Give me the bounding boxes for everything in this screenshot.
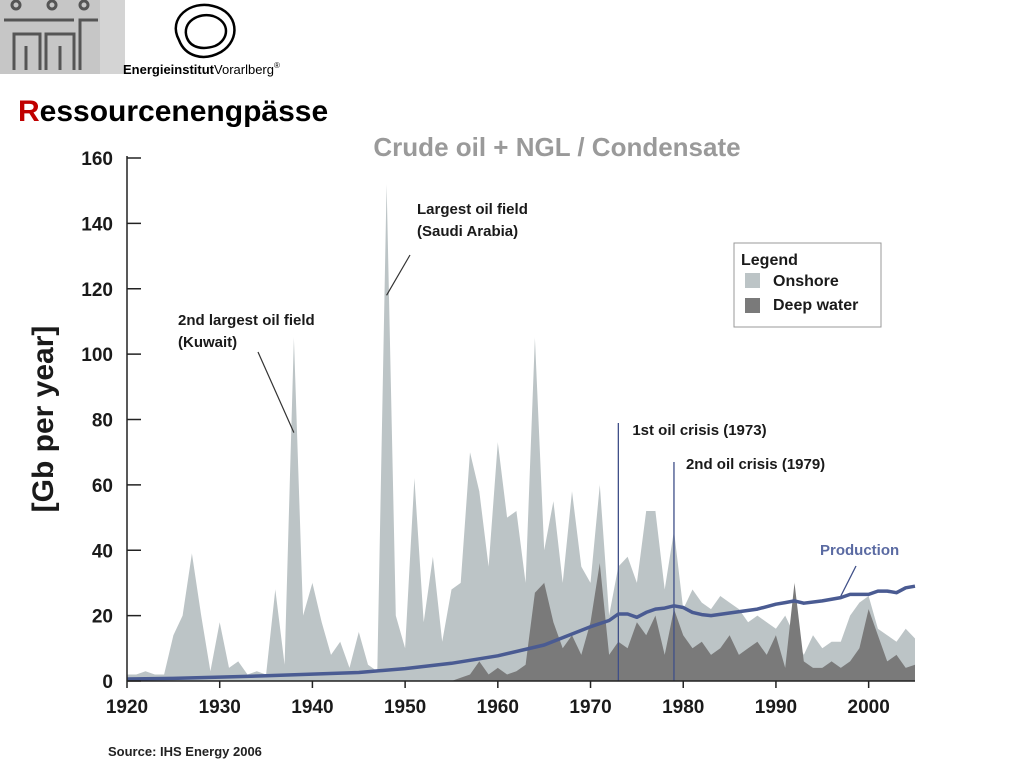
energieinstitut-logo-icon [174,3,236,59]
annotation-production: Production [820,542,899,559]
y-tick-label: 40 [92,541,113,562]
annotation-first-crisis: 1st oil crisis (1973) [632,422,766,439]
x-tick-label: 1960 [477,697,519,718]
trademark-symbol: ® [274,61,280,70]
legend-label-onshore: Onshore [773,273,839,290]
x-tick-label: 1950 [384,697,426,718]
y-tick-label: 100 [81,345,113,366]
legend-label-deep-water: Deep water [773,297,858,314]
institute-name-regular: Vorarlberg [214,62,274,77]
chart-title: Crude oil + NGL / Condensate [373,132,740,162]
chart-axes [126,156,915,688]
annotation-pointer-saudi [386,254,411,296]
x-tick-label: 1940 [291,697,333,718]
chart-legend: Legend Onshore Deep water [733,242,882,328]
x-tick-label: 1970 [569,697,611,718]
legend-swatch-deep-water [745,298,760,313]
annotation-second-field-line1: 2nd largest oil field [178,312,315,329]
institute-logo-mark [0,0,125,74]
annotation-pointer-kuwait [257,351,295,433]
y-tick-label: 160 [81,149,113,170]
deep-water-area [451,563,915,681]
oil-discovery-chart: 0 20 40 60 80 100 120 140 160 1920 1930 1940 1950 196… [27,132,916,718]
institute-name: EnergieinstitutVorarlberg® [123,61,280,77]
annotation-largest-field-line2: (Saudi Arabia) [417,223,518,240]
y-tick-label: 0 [102,672,113,693]
slide-title: Ressourcenengpässe [18,95,328,129]
annotation-pointer-production [840,565,857,597]
institute-name-bold: Energieinstitut [123,62,215,77]
x-tick-label: 1980 [662,697,704,718]
x-tick-label: 1920 [106,697,148,718]
x-tick-label: 1990 [755,697,797,718]
x-tick-label: 1930 [199,697,241,718]
annotation-second-field-line2: (Kuwait) [178,334,237,351]
y-tick-label: 140 [81,214,113,235]
source-note: Source: IHS Energy 2006 [108,744,262,759]
production-line [126,584,916,681]
legend-title: Legend [741,252,798,269]
slide-title-rest: essourcenengpässe [39,95,329,128]
y-tick-label: 80 [92,411,113,432]
y-tick-label: 20 [92,607,113,628]
x-tick-label: 2000 [848,697,890,718]
y-axis-label: [Gb per year] [27,326,60,513]
onshore-area [127,184,915,681]
chart-text-layer: 0 20 40 60 80 100 120 140 160 1920 1930 1940 1950 196… [27,132,899,718]
annotation-largest-field-line1: Largest oil field [417,201,528,218]
slide-title-initial: R [18,95,40,128]
production-line-layer [126,584,916,681]
annotation-second-crisis: 2nd oil crisis (1979) [686,456,825,473]
y-tick-label: 60 [92,476,113,497]
y-tick-label: 120 [81,280,113,301]
legend-swatch-onshore [745,273,760,288]
annotation-lines [257,254,857,681]
